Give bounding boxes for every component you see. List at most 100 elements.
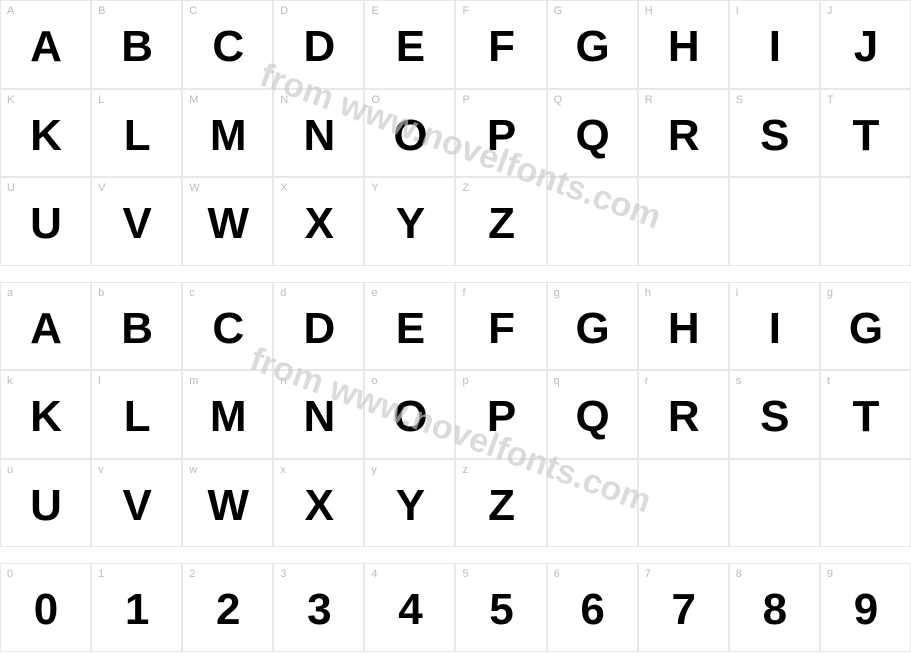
glyph-cell[interactable]: bB xyxy=(91,282,182,371)
glyph-cell[interactable]: CC xyxy=(182,0,273,89)
glyph-cell[interactable]: EE xyxy=(364,0,455,89)
spacer-cell xyxy=(0,547,91,563)
glyph-cell[interactable]: UU xyxy=(0,177,91,266)
glyph-cell-glyph: 4 xyxy=(398,585,421,635)
glyph-cell[interactable] xyxy=(547,177,638,266)
glyph-cell[interactable]: iI xyxy=(729,282,820,371)
glyph-cell-glyph: O xyxy=(393,392,426,442)
glyph-cell-glyph: S xyxy=(760,392,788,442)
glyph-cell-label: O xyxy=(371,94,380,106)
glyph-cell[interactable] xyxy=(638,177,729,266)
glyph-cell-label: r xyxy=(645,375,649,387)
glyph-cell[interactable]: OO xyxy=(364,89,455,178)
glyph-cell[interactable]: GG xyxy=(547,0,638,89)
glyph-cell[interactable]: NN xyxy=(273,89,364,178)
glyph-cell[interactable]: lL xyxy=(91,370,182,459)
glyph-cell[interactable] xyxy=(820,177,911,266)
glyph-cell[interactable]: XX xyxy=(273,177,364,266)
glyph-cell[interactable]: DD xyxy=(273,0,364,89)
glyph-cell-label: H xyxy=(645,5,653,17)
glyph-cell[interactable]: HH xyxy=(638,0,729,89)
glyph-cell[interactable]: YY xyxy=(364,177,455,266)
glyph-cell[interactable]: mM xyxy=(182,370,273,459)
glyph-cell[interactable]: 66 xyxy=(547,563,638,652)
glyph-cell[interactable]: aA xyxy=(0,282,91,371)
glyph-cell-label: m xyxy=(189,375,198,387)
glyph-cell[interactable]: 55 xyxy=(455,563,546,652)
glyph-cell[interactable]: wW xyxy=(182,459,273,548)
glyph-cell[interactable]: tT xyxy=(820,370,911,459)
glyph-cell-label: 0 xyxy=(7,568,13,580)
glyph-cell[interactable]: QQ xyxy=(547,89,638,178)
glyph-cell[interactable] xyxy=(729,177,820,266)
glyph-cell[interactable]: WW xyxy=(182,177,273,266)
glyph-cell[interactable]: kK xyxy=(0,370,91,459)
glyph-cell[interactable]: 33 xyxy=(273,563,364,652)
glyph-cell-glyph: G xyxy=(576,22,609,72)
glyph-cell-glyph: K xyxy=(30,392,61,442)
spacer-cell xyxy=(91,547,182,563)
glyph-cell-glyph: V xyxy=(122,199,150,249)
glyph-cell[interactable]: gG xyxy=(547,282,638,371)
glyph-cell[interactable]: 22 xyxy=(182,563,273,652)
glyph-cell[interactable]: BB xyxy=(91,0,182,89)
glyph-cell[interactable]: sS xyxy=(729,370,820,459)
glyph-cell-glyph: D xyxy=(303,22,334,72)
glyph-cell[interactable]: yY xyxy=(364,459,455,548)
glyph-cell[interactable]: oO xyxy=(364,370,455,459)
glyph-cell[interactable]: LL xyxy=(91,89,182,178)
glyph-cell[interactable] xyxy=(547,459,638,548)
glyph-cell[interactable]: 00 xyxy=(0,563,91,652)
spacer-cell xyxy=(729,266,820,282)
glyph-cell[interactable]: 77 xyxy=(638,563,729,652)
glyph-cell[interactable]: KK xyxy=(0,89,91,178)
glyph-cell-glyph: F xyxy=(488,22,514,72)
glyph-cell[interactable]: cC xyxy=(182,282,273,371)
glyph-cell[interactable]: 44 xyxy=(364,563,455,652)
spacer-cell xyxy=(638,547,729,563)
glyph-cell[interactable]: gG xyxy=(820,282,911,371)
glyph-cell-glyph: O xyxy=(393,111,426,161)
glyph-cell[interactable]: FF xyxy=(455,0,546,89)
glyph-cell[interactable] xyxy=(729,459,820,548)
glyph-cell[interactable]: fF xyxy=(455,282,546,371)
glyph-cell[interactable]: AA xyxy=(0,0,91,89)
glyph-cell[interactable]: VV xyxy=(91,177,182,266)
glyph-cell[interactable]: 88 xyxy=(729,563,820,652)
glyph-cell[interactable]: MM xyxy=(182,89,273,178)
glyph-cell[interactable]: 11 xyxy=(91,563,182,652)
glyph-cell[interactable]: TT xyxy=(820,89,911,178)
glyph-cell-glyph: N xyxy=(303,392,334,442)
glyph-cell-glyph: M xyxy=(210,111,246,161)
glyph-cell[interactable]: uU xyxy=(0,459,91,548)
glyph-cell-label: n xyxy=(280,375,286,387)
spacer-cell xyxy=(182,266,273,282)
spacer-cell xyxy=(364,266,455,282)
glyph-cell[interactable]: eE xyxy=(364,282,455,371)
glyph-cell[interactable]: pP xyxy=(455,370,546,459)
glyph-cell-label: R xyxy=(645,94,653,106)
glyph-cell-glyph: E xyxy=(396,304,424,354)
glyph-cell-glyph: X xyxy=(305,199,333,249)
glyph-cell[interactable]: 99 xyxy=(820,563,911,652)
glyph-cell[interactable]: zZ xyxy=(455,459,546,548)
glyph-cell[interactable]: JJ xyxy=(820,0,911,89)
glyph-cell[interactable]: xX xyxy=(273,459,364,548)
spacer-cell xyxy=(547,266,638,282)
glyph-cell[interactable]: ZZ xyxy=(455,177,546,266)
glyph-cell[interactable]: vV xyxy=(91,459,182,548)
glyph-cell-label: S xyxy=(736,94,743,106)
glyph-cell[interactable]: PP xyxy=(455,89,546,178)
glyph-cell[interactable]: qQ xyxy=(547,370,638,459)
glyph-cell[interactable] xyxy=(820,459,911,548)
glyph-cell-glyph: A xyxy=(30,304,61,354)
glyph-cell[interactable]: hH xyxy=(638,282,729,371)
glyph-cell[interactable]: RR xyxy=(638,89,729,178)
glyph-cell-glyph: L xyxy=(124,392,150,442)
glyph-cell[interactable]: nN xyxy=(273,370,364,459)
glyph-cell[interactable] xyxy=(638,459,729,548)
glyph-cell[interactable]: rR xyxy=(638,370,729,459)
glyph-cell[interactable]: II xyxy=(729,0,820,89)
glyph-cell[interactable]: SS xyxy=(729,89,820,178)
glyph-cell[interactable]: dD xyxy=(273,282,364,371)
